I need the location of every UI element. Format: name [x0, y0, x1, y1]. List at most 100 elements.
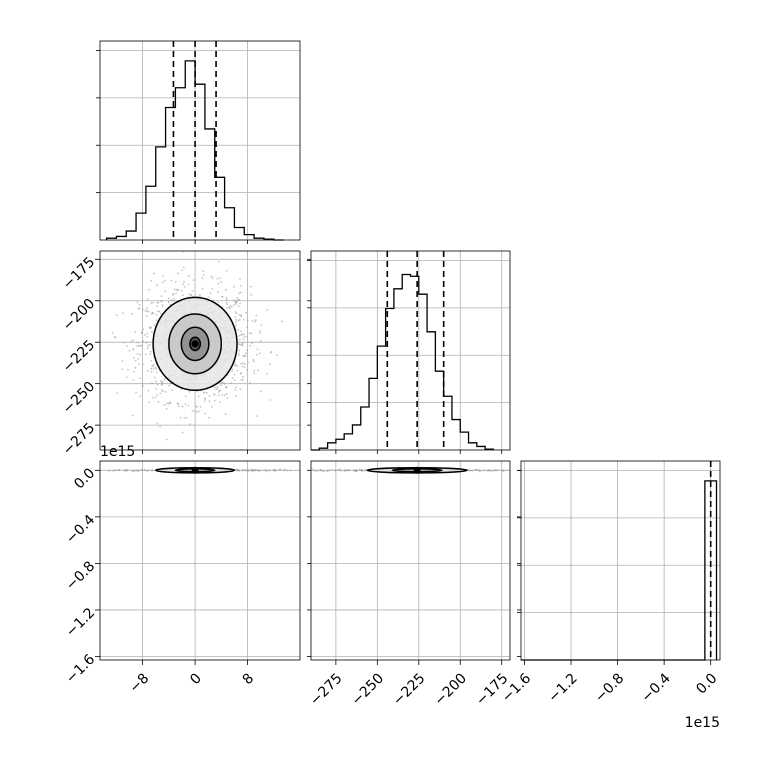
- scatter-point: [121, 359, 124, 362]
- y-tick-label-p2: −1.2: [63, 605, 98, 640]
- scatter-point: [179, 416, 182, 419]
- scatter-point: [229, 305, 232, 308]
- scatter-point: [238, 349, 241, 352]
- scatter-point: [116, 392, 119, 394]
- scatter-point: [217, 282, 220, 285]
- scatter-point: [117, 469, 119, 471]
- scatter-point: [241, 342, 244, 344]
- scatter-point: [220, 381, 223, 384]
- scatter-point: [268, 469, 271, 472]
- scatter-point: [242, 362, 245, 365]
- scatter-point: [286, 469, 289, 472]
- panel-2d-p0-p2: [53, 460, 301, 661]
- scatter-point: [177, 289, 180, 292]
- scatter-point: [239, 388, 242, 391]
- scatter-point: [162, 275, 164, 277]
- scatter-point: [159, 312, 162, 315]
- offset-label-p2-x: 1e15: [685, 715, 720, 731]
- scatter-point: [215, 388, 218, 391]
- panel-content: [100, 251, 283, 441]
- scatter-point: [146, 307, 148, 310]
- scatter-point: [174, 281, 177, 284]
- scatter-point: [246, 468, 249, 471]
- scatter-point: [147, 310, 150, 313]
- scatter-point: [165, 407, 168, 410]
- scatter-point: [218, 277, 221, 280]
- scatter-point: [225, 301, 228, 304]
- scatter-point: [226, 397, 229, 399]
- scatter-point: [263, 468, 266, 471]
- scatter-point: [216, 386, 219, 388]
- scatter-point: [188, 423, 191, 426]
- scatter-point: [231, 370, 234, 373]
- scatter-point: [134, 330, 137, 333]
- scatter-point: [158, 310, 161, 313]
- scatter-point: [165, 402, 168, 405]
- scatter-point: [138, 307, 141, 310]
- scatter-point: [145, 315, 148, 317]
- scatter-point: [256, 469, 259, 472]
- scatter-point: [343, 469, 346, 472]
- scatter-point: [126, 469, 129, 472]
- scatter-point: [241, 344, 244, 347]
- scatter-point: [146, 332, 149, 335]
- scatter-point: [238, 338, 241, 341]
- scatter-point: [146, 347, 149, 350]
- scatter-point: [208, 400, 211, 403]
- scatter-point: [268, 363, 271, 366]
- scatter-point: [121, 368, 124, 371]
- scatter-point: [136, 352, 139, 355]
- scatter-point: [226, 303, 229, 306]
- scatter-point: [183, 417, 186, 419]
- scatter-point: [155, 371, 158, 374]
- scatter-point: [172, 299, 175, 302]
- scatter-point: [249, 382, 251, 384]
- hist-panel-p2: [517, 460, 721, 661]
- panel-frame: [310, 460, 511, 661]
- scatter-point: [223, 394, 226, 397]
- scatter-point: [115, 314, 118, 317]
- scatter-point: [245, 352, 247, 355]
- scatter-point: [353, 469, 355, 472]
- scatter-point: [235, 301, 238, 304]
- scatter-point: [149, 353, 152, 356]
- scatter-point: [53, 470, 55, 472]
- scatter-point: [150, 279, 153, 282]
- x-tick-label-p0: 8: [240, 670, 258, 688]
- scatter-point: [244, 355, 247, 358]
- density-peak: [191, 466, 199, 474]
- scatter-point: [349, 469, 351, 472]
- scatter-point: [142, 363, 144, 366]
- scatter-point: [323, 470, 326, 473]
- scatter-point: [233, 304, 235, 306]
- scatter-point: [150, 370, 153, 373]
- scatter-point: [189, 294, 192, 297]
- scatter-point: [131, 414, 134, 417]
- scatter-point: [213, 386, 216, 389]
- scatter-point: [199, 405, 202, 408]
- hist-step-p0: [105, 60, 284, 241]
- panel-content: [53, 466, 292, 474]
- scatter-point: [233, 299, 235, 302]
- scatter-point: [202, 273, 205, 276]
- scatter-point: [259, 332, 262, 334]
- scatter-point: [234, 362, 236, 365]
- scatter-point: [154, 396, 157, 399]
- scatter-point: [239, 291, 242, 294]
- scatter-point: [66, 469, 68, 471]
- x-tick-label-p2: 0.0: [693, 670, 720, 697]
- scatter-point: [224, 413, 227, 416]
- scatter-point: [156, 422, 159, 425]
- scatter-point: [248, 332, 251, 335]
- scatter-point: [165, 438, 168, 441]
- scatter-point: [250, 342, 253, 344]
- scatter-point: [154, 366, 157, 369]
- scatter-point: [185, 416, 188, 419]
- scatter-point: [240, 314, 242, 317]
- scatter-point: [170, 299, 173, 301]
- scatter-point: [209, 292, 212, 295]
- scatter-point: [124, 469, 127, 471]
- scatter-point: [146, 298, 149, 301]
- scatter-point: [135, 391, 138, 394]
- scatter-point: [225, 269, 228, 272]
